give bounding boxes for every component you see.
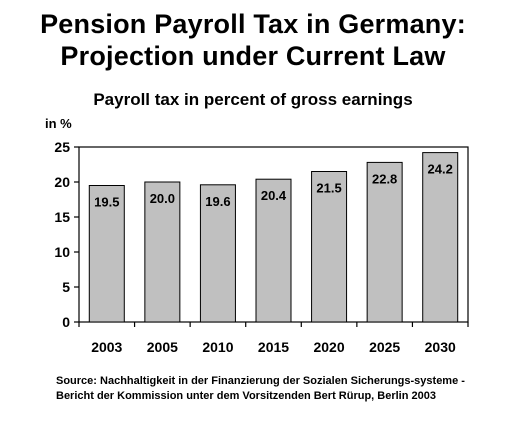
y-axis-unit-label: in % — [45, 116, 72, 131]
data-label-2005: 20.0 — [150, 191, 175, 206]
y-axis-tick-label: 5 — [62, 279, 70, 295]
data-label-2020: 21.5 — [316, 181, 341, 196]
x-axis-tick-label: 2025 — [369, 339, 400, 355]
chart-data-labels: 19.5 20.0 19.6 20.4 21.5 22.8 24.2 — [94, 162, 453, 210]
bar-2020 — [311, 171, 348, 323]
chart-subtitle: Payroll tax in percent of gross earnings — [93, 90, 413, 109]
data-label-2010: 19.6 — [205, 194, 230, 209]
bar-2025 — [366, 161, 403, 323]
bar-2005 — [144, 181, 181, 323]
bar-2030 — [422, 152, 459, 323]
y-axis-tick-label: 15 — [54, 209, 70, 225]
y-axis-tick-label: 25 — [54, 139, 70, 155]
x-axis-tick-label: 2020 — [313, 339, 344, 355]
y-axis-tick-labels: 0 5 10 15 20 25 — [54, 139, 70, 330]
source-note: Source: Nachhaltigkeit in der Finanzieru… — [56, 375, 465, 402]
y-axis-tick-label: 20 — [54, 174, 70, 190]
data-label-2030: 24.2 — [428, 162, 453, 177]
chart-title-line-2: Projection under Current Law — [60, 41, 446, 71]
x-axis-tick-label: 2030 — [425, 339, 456, 355]
chart-title: Pension Payroll Tax in Germany: Projecti… — [0, 8, 506, 72]
data-label-2015: 20.4 — [261, 188, 287, 203]
data-label-2003: 19.5 — [94, 195, 119, 210]
x-axis-tick-label: 2015 — [258, 339, 289, 355]
x-axis-tick-label: 2010 — [202, 339, 233, 355]
bar-2015 — [255, 178, 292, 323]
data-label-2025: 22.8 — [372, 171, 397, 186]
x-axis-tick-labels: 2003 2005 2010 2015 2020 2025 2030 — [91, 339, 456, 355]
x-axis-tick-label: 2005 — [147, 339, 178, 355]
x-axis-tick-label: 2003 — [91, 339, 122, 355]
bar-2010 — [199, 184, 236, 323]
y-axis-tick-label: 0 — [62, 314, 70, 330]
chart-title-line-1: Pension Payroll Tax in Germany: — [40, 9, 466, 39]
bar-2003 — [88, 185, 125, 323]
y-axis-tick-label: 10 — [54, 244, 70, 260]
chart-bars — [88, 152, 459, 323]
